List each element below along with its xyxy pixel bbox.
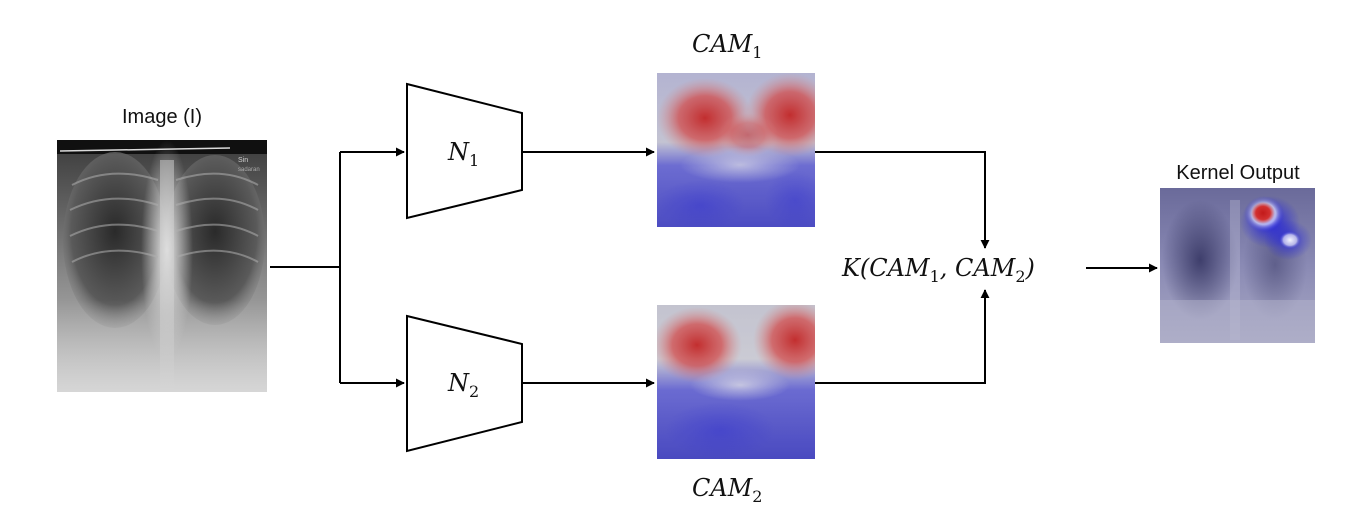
- input-split-edges: [270, 147, 405, 388]
- input-image-label: Image (I): [122, 106, 202, 128]
- xray-corner-text-1: Sin: [238, 157, 248, 164]
- cam2-label: CAM2: [692, 474, 762, 506]
- kernel-output-label: Kernel Output: [1176, 162, 1300, 184]
- network-n2-label: N2: [447, 369, 479, 401]
- chest-xray-image: Sin sadaran: [57, 140, 267, 392]
- cam1-label: CAM1: [692, 30, 762, 62]
- cam1-heatmap: [657, 73, 815, 227]
- network-n1: N1: [406, 82, 523, 220]
- kernel-output-image: [1160, 188, 1315, 343]
- cam-to-kernel-edges: [815, 151, 990, 384]
- xray-corner-text-2: sadaran: [238, 167, 260, 173]
- network-n2: N2: [406, 314, 523, 453]
- network-n1-label: N1: [447, 138, 479, 170]
- kernel-function-label: K(CAM1, CAM2): [841, 254, 1035, 286]
- cam2-heatmap: [657, 305, 815, 459]
